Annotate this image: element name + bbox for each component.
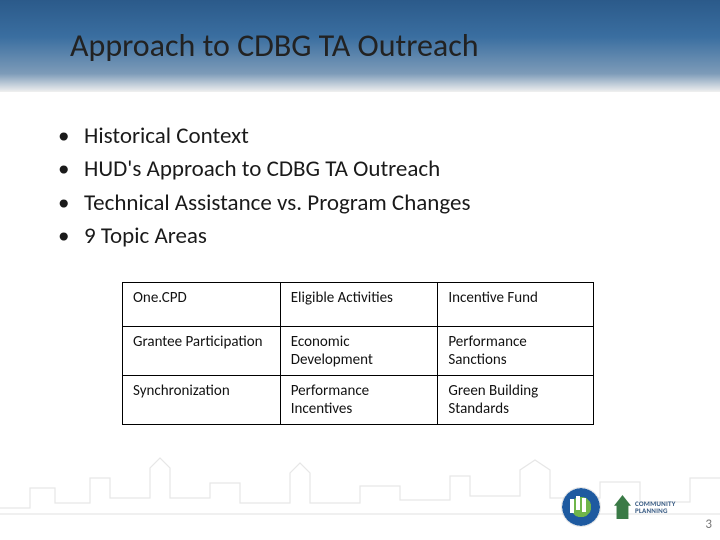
table-cell: Synchronization: [123, 376, 281, 425]
logo-text: COMMUNITY PLANNING: [635, 500, 688, 515]
table-cell: Performance Sanctions: [438, 327, 594, 376]
table-cell: Eligible Activities: [280, 283, 438, 327]
bullet-list: Historical Context HUD's Approach to CDB…: [58, 120, 660, 253]
table-cell: Performance Incentives: [280, 376, 438, 425]
table-cell: Incentive Fund: [438, 283, 594, 327]
skyline-decoration: [0, 448, 720, 518]
table-cell: Green Building Standards: [438, 376, 594, 425]
table-cell: One.CPD: [123, 283, 281, 327]
table-row: One.CPD Eligible Activities Incentive Fu…: [123, 283, 594, 327]
list-item: Historical Context: [58, 120, 660, 153]
list-item: HUD's Approach to CDBG TA Outreach: [58, 153, 660, 186]
list-item: Technical Assistance vs. Program Changes: [58, 187, 660, 220]
table-row: Synchronization Performance Incentives G…: [123, 376, 594, 425]
hud-seal-icon: [562, 488, 600, 526]
topic-table: One.CPD Eligible Activities Incentive Fu…: [122, 282, 594, 425]
list-item: 9 Topic Areas: [58, 220, 660, 253]
page-number: 3: [705, 517, 712, 532]
community-planning-logo: COMMUNITY PLANNING: [614, 488, 688, 526]
page-title: Approach to CDBG TA Outreach: [70, 26, 479, 65]
table-cell: Grantee Participation: [123, 327, 281, 376]
house-icon: [614, 495, 631, 519]
table-row: Grantee Participation Economic Developme…: [123, 327, 594, 376]
slide: Approach to CDBG TA Outreach Historical …: [0, 0, 720, 540]
table-cell: Economic Development: [280, 327, 438, 376]
